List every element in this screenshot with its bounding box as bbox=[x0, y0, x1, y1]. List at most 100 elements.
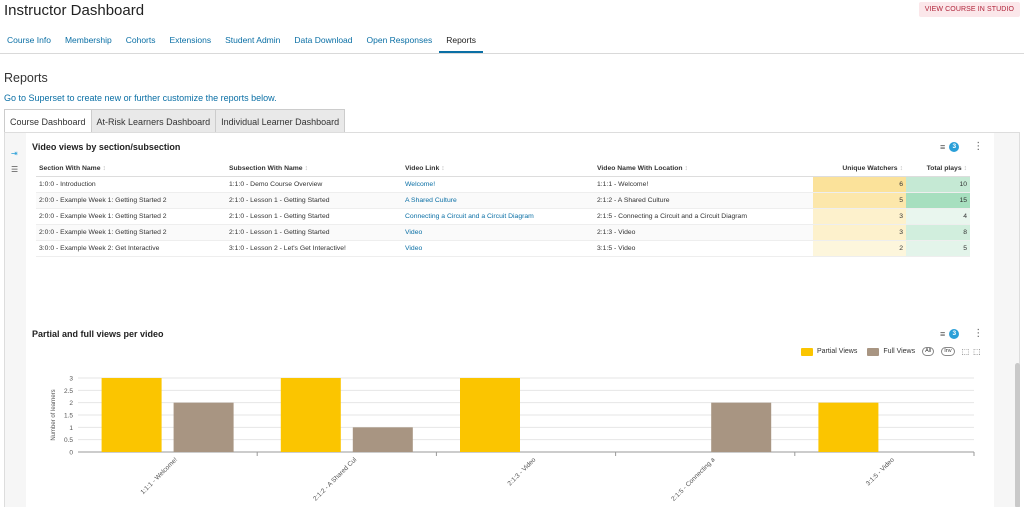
bar-partial bbox=[101, 378, 162, 452]
cell-section: 2:0:0 - Example Week 1: Getting Started … bbox=[36, 224, 226, 241]
cell-unique-watchers: 6 bbox=[813, 176, 906, 193]
y-tick-label: 0 bbox=[69, 450, 73, 457]
superset-link[interactable]: Go to Superset to create new or further … bbox=[4, 93, 277, 103]
legend-label-full-views[interactable]: Full Views bbox=[883, 348, 916, 355]
tab-individual-learner-dashboard[interactable]: Individual Learner Dashboard bbox=[215, 109, 346, 133]
video-link[interactable]: Connecting a Circuit and a Circuit Diagr… bbox=[402, 208, 594, 225]
tab-open-responses[interactable]: Open Responses bbox=[366, 35, 433, 45]
scrollbar[interactable] bbox=[1015, 363, 1020, 507]
tab-reports[interactable]: Reports bbox=[439, 29, 483, 53]
bar-full bbox=[711, 402, 772, 452]
instructor-nav-tabs: Course Info Membership Cohorts Extension… bbox=[0, 29, 1024, 54]
more-options-icon[interactable]: ⋮ bbox=[973, 141, 984, 152]
cell-unique-watchers: 2 bbox=[813, 240, 906, 257]
filter-icon[interactable]: ≡ bbox=[940, 328, 946, 339]
legend-swatch-full bbox=[867, 347, 880, 356]
cell-video-name: 1:1:1 - Welcome! bbox=[594, 176, 813, 193]
cell-subsection: 2:1:0 - Lesson 1 - Getting Started bbox=[226, 192, 402, 209]
y-tick-label: 1 bbox=[69, 425, 73, 432]
tab-cohorts[interactable]: Cohorts bbox=[125, 35, 156, 45]
page-title: Instructor Dashboard bbox=[4, 2, 145, 19]
tab-data-download[interactable]: Data Download bbox=[294, 35, 353, 45]
cell-subsection: 2:1:0 - Lesson 1 - Getting Started bbox=[226, 224, 402, 241]
views-bar-chart: 0 0.5 1 1.5 2 2.5 3 Number of learners 1:1:1 - W… bbox=[51, 376, 975, 503]
table-row: 1:0:0 - Introduction 1:1:0 - Demo Course… bbox=[36, 176, 970, 193]
cell-unique-watchers: 5 bbox=[813, 192, 906, 209]
cell-total-plays: 10 bbox=[906, 176, 970, 193]
cell-video-name: 2:1:3 - Video bbox=[594, 224, 813, 241]
column-header-section[interactable]: Section With Name ↕ bbox=[36, 161, 226, 177]
bar-full bbox=[352, 427, 413, 452]
views-chart-controls: ≡ 3 ⋮ bbox=[940, 328, 983, 339]
bar-full bbox=[173, 402, 234, 452]
x-tick-label: 1:1:1 - Welcome! bbox=[139, 456, 179, 496]
bar-partial bbox=[280, 378, 341, 452]
bar-partial bbox=[818, 402, 879, 452]
x-tick-label: 2:1:3 - Video bbox=[506, 456, 537, 487]
legend-invert-button[interactable]: Inv bbox=[941, 347, 955, 356]
expand-filters-icon[interactable]: ⇥ bbox=[11, 149, 18, 158]
filter-icon[interactable]: ☰ bbox=[11, 165, 19, 174]
cell-total-plays: 5 bbox=[906, 240, 970, 257]
legend-label-partial-views[interactable]: Partial Views bbox=[817, 348, 858, 355]
cell-section: 1:0:0 - Introduction bbox=[36, 176, 226, 193]
cell-video-name: 2:1:2 - A Shared Culture bbox=[594, 192, 813, 209]
y-axis-label: Number of learners bbox=[51, 389, 57, 440]
tab-membership[interactable]: Membership bbox=[64, 35, 112, 45]
cell-section: 2:0:0 - Example Week 1: Getting Started … bbox=[36, 192, 226, 209]
box-select-clear-icon[interactable]: ⬚ bbox=[973, 347, 981, 356]
dashboard-tabs: Course Dashboard At-Risk Learners Dashbo… bbox=[4, 109, 346, 133]
y-tick-label: 0.5 bbox=[64, 437, 73, 444]
video-views-table: Section With Name ↕ Subsection With Name ↕… bbox=[36, 161, 970, 257]
cell-subsection: 2:1:0 - Lesson 1 - Getting Started bbox=[226, 208, 402, 225]
cell-section: 3:0:0 - Example Week 2: Get Interactive bbox=[36, 240, 226, 257]
filter-count-badge[interactable]: 3 bbox=[949, 141, 960, 152]
x-tick-label: 2:1:2 - A Shared Cul bbox=[312, 456, 358, 502]
column-header-unique-watchers[interactable]: Unique Watchers ↕ bbox=[813, 161, 906, 177]
filter-rail: ⇥ ☰ bbox=[5, 133, 26, 507]
view-in-studio-button[interactable]: VIEW COURSE IN STUDIO bbox=[918, 2, 1020, 17]
cell-video-name: 3:1:5 - Video bbox=[594, 240, 813, 257]
tab-course-info[interactable]: Course Info bbox=[7, 35, 51, 45]
table-row: 3:0:0 - Example Week 2: Get Interactive … bbox=[36, 240, 970, 257]
column-header-video-name[interactable]: Video Name With Location ↕ bbox=[594, 161, 813, 177]
video-table-controls: ≡ 3 ⋮ bbox=[940, 141, 983, 152]
table-row: 2:0:0 - Example Week 1: Getting Started … bbox=[36, 192, 970, 209]
video-link[interactable]: Video bbox=[402, 224, 594, 241]
chart-legend: Partial Views Full Views All Inv ⬚ ⬚ bbox=[801, 347, 981, 356]
cell-subsection: 3:1:0 - Lesson 2 - Let's Get Interactive… bbox=[226, 240, 402, 257]
cell-total-plays: 4 bbox=[906, 208, 970, 225]
tab-at-risk-learners-dashboard[interactable]: At-Risk Learners Dashboard bbox=[90, 109, 217, 133]
filter-count-badge[interactable]: 3 bbox=[949, 328, 960, 339]
video-table-title: Video views by section/subsection bbox=[32, 142, 181, 152]
table-row: 2:0:0 - Example Week 1: Getting Started … bbox=[36, 208, 970, 225]
views-chart-title: Partial and full views per video bbox=[32, 329, 164, 339]
video-link[interactable]: A Shared Culture bbox=[402, 192, 594, 209]
column-header-total-plays[interactable]: Total plays ↕ bbox=[906, 161, 970, 177]
column-header-subsection[interactable]: Subsection With Name ↕ bbox=[226, 161, 402, 177]
column-header-video-link[interactable]: Video Link ↕ bbox=[402, 161, 594, 177]
x-tick-label: 2:1:5 - Connecting a bbox=[670, 456, 717, 503]
cell-video-name: 2:1:5 - Connecting a Circuit and a Circu… bbox=[594, 208, 813, 225]
filter-icon[interactable]: ≡ bbox=[940, 141, 946, 152]
tab-extensions[interactable]: Extensions bbox=[169, 35, 212, 45]
cell-unique-watchers: 3 bbox=[813, 208, 906, 225]
tab-student-admin[interactable]: Student Admin bbox=[225, 35, 281, 45]
more-options-icon[interactable]: ⋮ bbox=[973, 328, 984, 339]
cell-total-plays: 8 bbox=[906, 224, 970, 241]
dashboard-panel: ⇥ ☰ Video views by section/subsection ≡ … bbox=[4, 132, 1020, 507]
cell-section: 2:0:0 - Example Week 1: Getting Started … bbox=[36, 208, 226, 225]
table-row: 2:0:0 - Example Week 1: Getting Started … bbox=[36, 224, 970, 241]
box-select-icon[interactable]: ⬚ bbox=[961, 347, 970, 356]
y-tick-label: 2 bbox=[69, 400, 73, 407]
legend-swatch-partial bbox=[801, 347, 813, 356]
legend-select-all-button[interactable]: All bbox=[922, 347, 935, 356]
video-link[interactable]: Welcome! bbox=[402, 176, 594, 193]
cell-subsection: 1:1:0 - Demo Course Overview bbox=[226, 176, 402, 193]
tab-course-dashboard[interactable]: Course Dashboard bbox=[4, 109, 92, 133]
reports-heading: Reports bbox=[4, 71, 48, 85]
cell-total-plays: 15 bbox=[906, 192, 970, 209]
video-link[interactable]: Video bbox=[402, 240, 594, 257]
x-tick-label: 3:1:5 - Video bbox=[865, 456, 896, 487]
bar-partial bbox=[460, 378, 520, 452]
